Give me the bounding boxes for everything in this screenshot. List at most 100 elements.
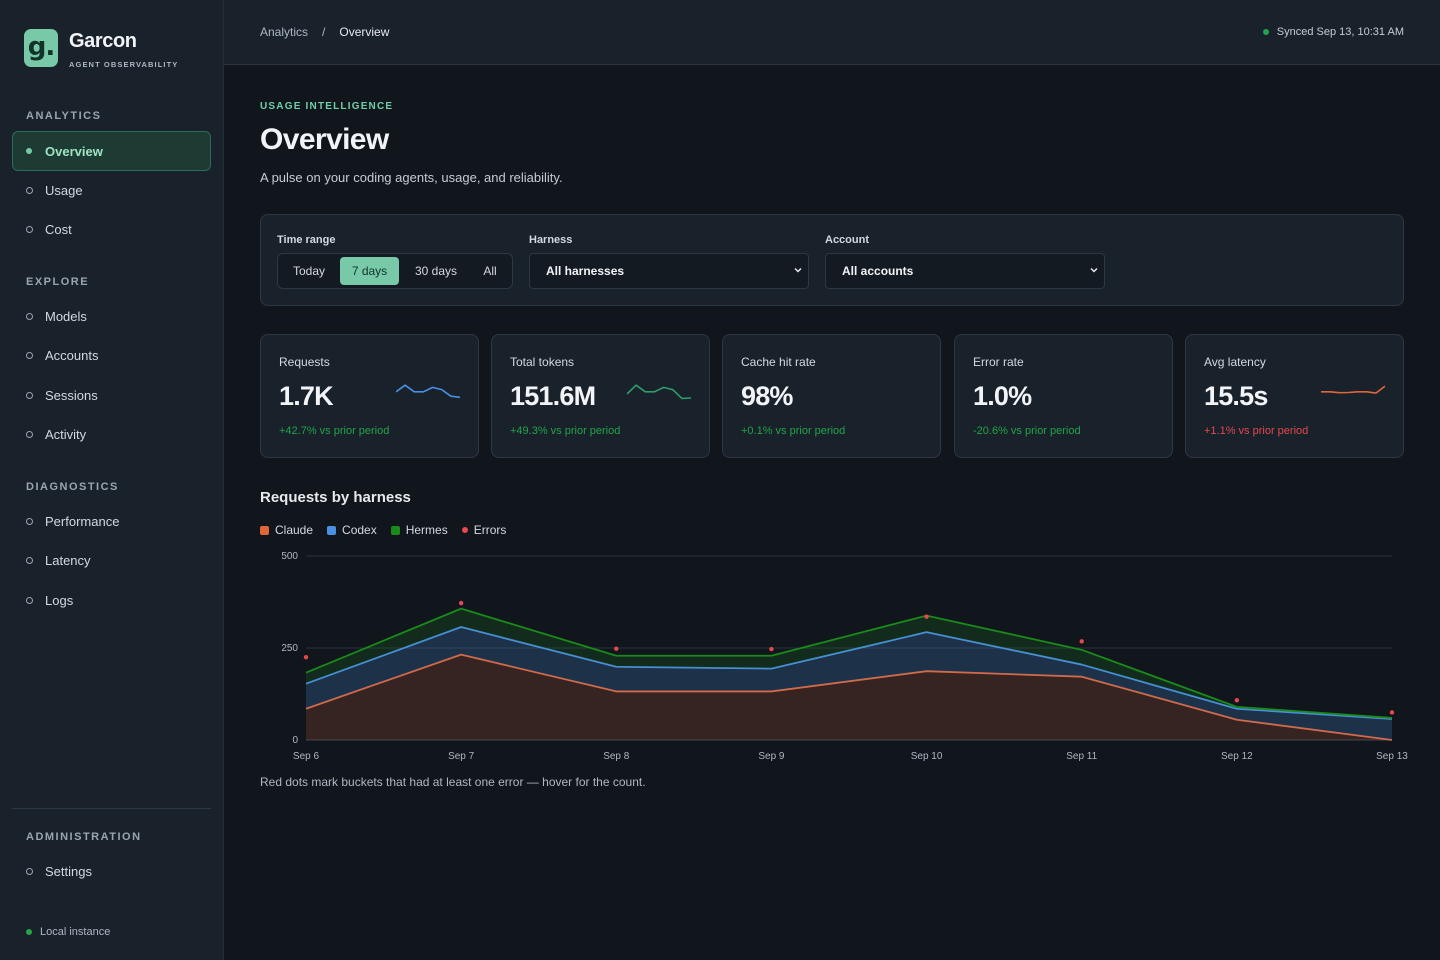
sparkline-line xyxy=(396,384,460,399)
brand: g. Garcon AGENT OBSERVABILITY xyxy=(24,29,178,69)
kpi-label: Total tokens xyxy=(510,355,575,369)
instance-status-label: Local instance xyxy=(40,926,111,938)
status-dot-icon xyxy=(1262,29,1269,35)
x-tick-label: Sep 7 xyxy=(448,751,475,762)
x-tick-label: Sep 9 xyxy=(758,751,785,762)
sidebar-item-label: Performance xyxy=(45,513,120,529)
error-point[interactable] xyxy=(1079,639,1084,644)
error-point[interactable] xyxy=(1234,698,1240,703)
sidebar-item-label: Overview xyxy=(45,143,103,159)
kpi-sparkline xyxy=(1321,385,1385,394)
section-label-analytics: ANALYTICS xyxy=(26,110,102,122)
garcon-logo-icon: g. xyxy=(24,29,58,67)
circle-icon xyxy=(26,312,33,320)
x-tick-label: Sep 13 xyxy=(1376,751,1408,762)
section-label-diagnostics: DIAGNOSTICS xyxy=(26,481,119,493)
error-point[interactable] xyxy=(769,646,774,652)
sidebar-item-usage[interactable]: Usage xyxy=(12,170,211,210)
error-point[interactable] xyxy=(614,646,619,651)
sidebar: g. Garcon AGENT OBSERVABILITY ANALYTICS … xyxy=(0,0,224,960)
legend-item-codex[interactable]: Codex xyxy=(327,523,377,537)
time-range-label: Time range xyxy=(277,234,336,246)
circle-icon xyxy=(26,556,33,564)
kpi-card-cache-hit-rate: Cache hit rate 98% +0.1% vs prior period xyxy=(722,334,941,458)
error-point[interactable] xyxy=(458,600,464,606)
x-tick-label: Sep 6 xyxy=(293,751,320,762)
circle-icon xyxy=(26,430,33,438)
sidebar-item-label: Activity xyxy=(45,426,87,442)
sidebar-item-label: Models xyxy=(45,308,87,324)
account-select[interactable]: All accounts xyxy=(825,253,1105,289)
kpi-delta: +49.3% vs prior period xyxy=(510,425,621,437)
time-range-30-days[interactable]: 30 days xyxy=(414,264,458,278)
sidebar-item-label: Cost xyxy=(45,221,72,237)
chart-note: Red dots mark buckets that had at least … xyxy=(260,775,646,789)
error-point[interactable] xyxy=(1389,710,1395,715)
x-tick-label: Sep 11 xyxy=(1066,751,1097,762)
line-codex xyxy=(305,626,1393,720)
sidebar-item-label: Usage xyxy=(45,182,83,198)
breadcrumb: Analytics / Overview xyxy=(260,25,389,39)
x-tick-label: Sep 10 xyxy=(911,751,943,762)
kpi-delta: +1.1% vs prior period xyxy=(1204,425,1309,437)
kpi-card-error-rate: Error rate 1.0% -20.6% vs prior period xyxy=(954,334,1173,458)
kpi-value: 98% xyxy=(741,381,793,411)
account-label: Account xyxy=(825,234,869,246)
breadcrumb-separator: / xyxy=(322,25,326,39)
sidebar-item-latency[interactable]: Latency xyxy=(12,540,211,580)
chevron-down-icon xyxy=(1090,267,1098,273)
sidebar-item-accounts[interactable]: Accounts xyxy=(12,335,211,375)
brand-name: Garcon xyxy=(69,30,137,52)
requests-by-harness-chart: 0 250 500 Sep 6 Sep 7 Sep 8 Sep 9 Sep 10 Sep 11 S… xyxy=(281,551,1408,762)
circle-icon xyxy=(26,225,33,233)
kpi-card-requests: Requests 1.7K +42.7% vs prior period xyxy=(260,334,479,458)
sidebar-item-models[interactable]: Models xyxy=(12,296,211,336)
time-range-today[interactable]: Today xyxy=(292,264,326,278)
sidebar-item-overview[interactable]: Overview xyxy=(12,131,211,171)
instance-status: Local instance xyxy=(26,926,110,938)
legend-swatch-icon xyxy=(327,525,337,535)
circle-icon xyxy=(26,351,33,359)
circle-icon xyxy=(26,517,33,525)
sidebar-item-cost[interactable]: Cost xyxy=(12,209,211,249)
time-range-7-days[interactable]: 7 days xyxy=(340,257,399,285)
sidebar-item-label: Settings xyxy=(45,863,92,879)
legend-item-hermes[interactable]: Hermes xyxy=(390,523,448,537)
line-hermes xyxy=(305,607,1393,719)
line-claude xyxy=(305,653,1393,741)
kpi-value: 15.5s xyxy=(1204,381,1268,411)
y-tick-label: 0 xyxy=(292,735,298,746)
sidebar-item-label: Logs xyxy=(45,592,74,608)
kpi-card-total-tokens: Total tokens 151.6M +49.3% vs prior peri… xyxy=(491,334,710,458)
sidebar-item-logs[interactable]: Logs xyxy=(12,580,211,620)
harness-label: Harness xyxy=(529,234,573,246)
chart-title: Requests by harness xyxy=(260,489,411,506)
sidebar-item-performance[interactable]: Performance xyxy=(12,501,211,541)
area-claude xyxy=(306,654,1392,740)
error-point[interactable] xyxy=(924,614,929,619)
legend-item-claude[interactable]: Claude xyxy=(260,523,313,537)
sidebar-item-label: Sessions xyxy=(45,387,98,403)
harness-select[interactable]: All harnesses xyxy=(529,253,809,289)
kpi-label: Avg latency xyxy=(1204,355,1266,369)
kpi-value: 1.0% xyxy=(973,381,1032,411)
page-title: Overview xyxy=(260,123,389,156)
time-range-all[interactable]: All xyxy=(483,264,497,278)
sidebar-item-activity[interactable]: Activity xyxy=(12,414,211,454)
topbar: Analytics / Overview Synced Sep 13, 10:3… xyxy=(224,0,1440,65)
kpi-label: Requests xyxy=(279,355,330,369)
kpi-label: Cache hit rate xyxy=(741,355,816,369)
error-dot-icon xyxy=(461,527,468,533)
active-dot-icon xyxy=(26,148,32,154)
sparkline-line xyxy=(627,384,691,400)
sparkline-line xyxy=(1321,385,1385,394)
x-tick-label: Sep 8 xyxy=(603,751,630,762)
kpi-sparkline xyxy=(627,384,691,400)
legend-item-errors[interactable]: Errors xyxy=(461,523,506,537)
legend-swatch-icon xyxy=(390,525,400,535)
y-tick-label: 500 xyxy=(281,551,298,562)
sidebar-item-settings[interactable]: Settings xyxy=(12,851,211,891)
sidebar-item-sessions[interactable]: Sessions xyxy=(12,375,211,415)
error-point[interactable] xyxy=(303,655,309,660)
breadcrumb-analytics[interactable]: Analytics xyxy=(260,25,309,39)
